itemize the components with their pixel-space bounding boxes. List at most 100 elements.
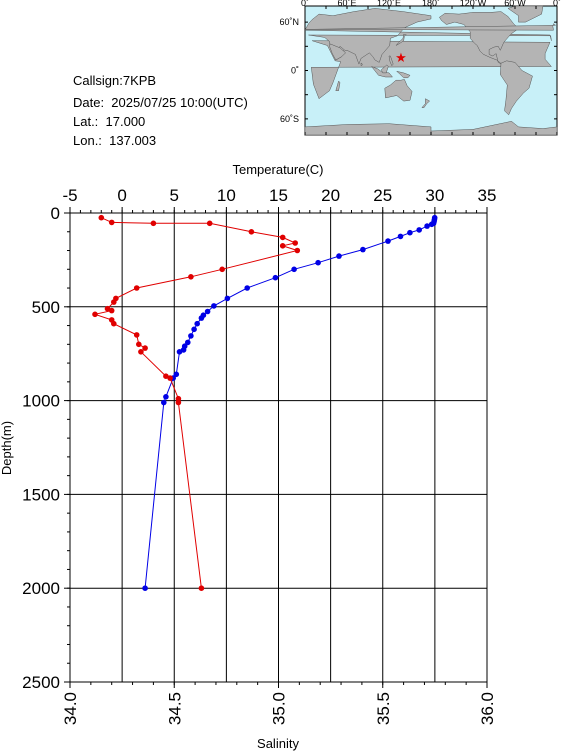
map-longitude-label: 60˚W	[504, 0, 526, 8]
temperature-data-point	[211, 303, 217, 309]
salinity-data-point	[142, 345, 148, 351]
temperature-tick-label: 10	[217, 186, 236, 205]
temperature-tick-label: 25	[373, 186, 392, 205]
salinity-tick-labels: 34.0 34.5 35.0 35.5 36.0	[61, 692, 497, 725]
north-america-land	[439, 11, 519, 65]
temperature-data-point	[176, 349, 183, 355]
salinity-data-point	[98, 214, 105, 221]
salinity-data-point	[292, 240, 299, 246]
station-location-marker: ★	[395, 50, 407, 65]
borneo-land	[380, 64, 389, 74]
temperature-tick-label: 20	[321, 186, 340, 205]
map-longitude-label: 120˚W	[460, 0, 487, 8]
australia-land	[384, 79, 413, 102]
temperature-data-point	[188, 333, 194, 339]
salinity-tick-label: 36.0	[478, 692, 497, 725]
temperature-data-point	[336, 253, 342, 259]
salinity-axis-label: Salinity	[257, 736, 299, 751]
map-longitude-label: 120˚E	[377, 0, 401, 8]
salinity-data-point	[104, 305, 111, 312]
map-latitude-label: 60˚S	[280, 114, 299, 124]
salinity-data-point	[108, 219, 115, 226]
temperature-data-point	[385, 238, 391, 244]
map-longitude-label: 60˚E	[337, 0, 356, 8]
salinity-tick-label: 35.5	[374, 692, 393, 725]
map-graticule	[304, 6, 558, 135]
date-text: Date: 2025/07/25 10:00(UTC)	[73, 95, 248, 110]
temperature-axis-label: Temperature(C)	[232, 162, 323, 177]
salinity-data-point	[188, 274, 194, 280]
salinity-data-point	[133, 332, 140, 338]
temperature-profile-line	[144, 217, 436, 589]
temperature-data-point	[272, 274, 279, 281]
temperature-tick-labels: -5 0 5 10 15 20 25 30 35	[62, 186, 496, 205]
temperature-tick-label: 15	[269, 186, 288, 205]
temperature-data-point	[142, 585, 148, 591]
japan-land	[395, 33, 408, 46]
map-longitude-label: 0˚	[553, 0, 561, 8]
temperature-tick-label: -5	[62, 186, 77, 205]
temperature-tick-label: 30	[425, 186, 444, 205]
temperature-data-point	[291, 266, 297, 273]
salinity-profile-line	[93, 217, 300, 589]
temperature-data-point	[185, 339, 191, 346]
salinity-data-point	[138, 349, 144, 355]
new-zealand-land	[421, 98, 431, 108]
temperature-data-point	[428, 221, 435, 228]
arabia-land	[329, 43, 346, 61]
temperature-data-point	[191, 326, 197, 333]
salinity-data-point	[136, 341, 142, 348]
latitude-text: Lat.: 17.000	[73, 114, 146, 129]
series-layer	[92, 214, 438, 591]
map-latitude-label: 60˚N	[279, 17, 299, 27]
salinity-profile	[92, 214, 301, 591]
salinity-tick-label: 34.0	[61, 692, 80, 725]
temperature-data-point	[198, 315, 205, 321]
salinity-data-point	[111, 320, 117, 327]
profile-chart: -5 0 5 10 15 20 25 30 35 34.0 34.5 35.0 35.5 36.0 05…	[0, 162, 497, 751]
salinity-data-point	[163, 373, 169, 380]
map-longitude-label: 0˚	[301, 0, 309, 8]
temperature-data-point	[416, 227, 423, 233]
philippines-land	[388, 55, 394, 67]
salinity-data-point	[133, 285, 140, 291]
salinity-tick-label: 35.0	[270, 692, 289, 725]
temperature-data-point	[244, 285, 250, 291]
depth-tick-label: 1000	[22, 392, 60, 411]
salinity-data-point	[111, 299, 117, 305]
temperature-data-point	[397, 233, 404, 240]
temperature-data-point	[315, 259, 321, 266]
temperature-data-point	[161, 399, 167, 406]
temperature-data-point	[163, 394, 169, 400]
temperature-tick-label: 5	[170, 186, 179, 205]
uk-land	[305, 23, 557, 31]
madagascar-land	[335, 80, 341, 91]
axis-ticks	[64, 207, 488, 688]
temperature-tick-label: 0	[117, 186, 126, 205]
salinity-data-point	[167, 375, 173, 381]
depth-tick-label: 2000	[22, 579, 60, 598]
salinity-data-point	[150, 220, 157, 227]
salinity-data-point	[175, 399, 182, 406]
temperature-profile	[142, 214, 438, 591]
temperature-data-point	[224, 295, 231, 302]
indonesia-land	[370, 65, 394, 78]
greenland-land	[507, 5, 544, 23]
depth-tick-label: 500	[32, 298, 60, 317]
temperature-tick-label: 35	[478, 186, 497, 205]
map-latitude-label: 0˚	[291, 66, 299, 76]
salinity-data-point	[279, 243, 286, 249]
depth-tick-labels: 0 500 1000 1500 2000 2500	[22, 204, 60, 692]
grid-lines	[70, 213, 487, 682]
salinity-data-point	[279, 234, 286, 241]
india-sri-lanka-land	[360, 62, 363, 67]
south-america-land	[500, 60, 533, 116]
temperature-data-point	[194, 320, 200, 327]
temperature-data-point	[407, 229, 413, 236]
depth-axis-label: Depth(m)	[0, 421, 14, 475]
salinity-data-point	[206, 220, 213, 227]
salinity-data-point	[219, 266, 225, 273]
longitude-text: Lon.: 137.003	[73, 133, 157, 148]
salinity-data-point	[198, 585, 205, 591]
